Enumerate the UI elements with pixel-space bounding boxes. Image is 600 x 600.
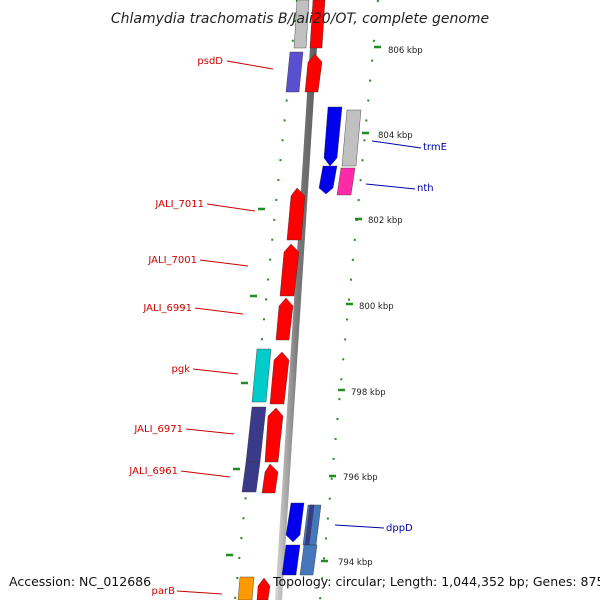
connector-line [226, 60, 274, 70]
gene-feature [336, 167, 356, 196]
topology-text: Topology: circular; Length: 1,044,352 bp… [272, 574, 600, 589]
gene-label: JALI_6971 [133, 424, 183, 435]
gene-label: JALI_7001 [147, 255, 197, 266]
gene-feature [286, 187, 306, 241]
gene-feature [323, 106, 343, 167]
gene-feature [251, 348, 272, 403]
scale-label: 800 kbp [359, 302, 394, 312]
page-title: Chlamydia trachomatis B/Jali20/OT, compl… [111, 11, 489, 27]
scale-ticks [226, 45, 381, 563]
connector-line [199, 259, 249, 267]
gene-feature [285, 51, 304, 93]
gene-features-forward [281, 106, 362, 576]
connector-line [365, 183, 416, 190]
accession-text: Accession: NC_012686 [9, 574, 151, 589]
scale-label: 794 kbp [338, 558, 373, 568]
gene-feature [279, 243, 300, 297]
connector-line [180, 470, 231, 478]
gene-feature [299, 544, 318, 576]
gene-feature [318, 165, 338, 195]
scale-label: 796 kbp [343, 473, 378, 483]
inner-dotted-guide [234, 0, 298, 600]
gene-feature [245, 406, 267, 463]
gene-feature [261, 463, 279, 494]
scale-label: 802 kbp [368, 216, 403, 226]
gene-feature [309, 0, 326, 49]
scale-label: 804 kbp [378, 131, 413, 141]
label-connectors-left [176, 60, 274, 595]
gene-feature [293, 0, 310, 49]
gene-label: psdD [197, 56, 223, 67]
connector-line [206, 203, 256, 212]
gene-feature [264, 407, 284, 463]
gene-feature [281, 544, 301, 576]
scale-label: 798 kbp [351, 388, 386, 398]
gene-feature [237, 576, 255, 600]
connector-line [185, 428, 235, 435]
connector-line [194, 307, 244, 315]
gene-feature [256, 577, 271, 600]
gene-feature [269, 351, 290, 405]
outer-dotted-guide [319, 0, 379, 600]
genome-backbone [275, 0, 320, 600]
gene-label: JALI_6961 [128, 466, 178, 477]
gene-label: trmE [423, 142, 447, 153]
gene-label: nth [417, 183, 434, 194]
connector-line [334, 524, 385, 529]
connector-line [176, 590, 223, 595]
scale-label: 806 kbp [388, 46, 423, 56]
gene-label: pgk [172, 364, 191, 375]
gene-label: parB [152, 586, 176, 597]
gene-feature [304, 53, 323, 93]
gene-feature [285, 502, 305, 543]
label-connectors-right [334, 140, 422, 529]
gene-label: JALI_6991 [142, 303, 192, 314]
gene-feature [341, 109, 362, 167]
connector-line [192, 368, 239, 375]
gene-label: JALI_7011 [154, 199, 204, 210]
gene-feature [275, 297, 294, 341]
connector-line [371, 140, 422, 149]
gene-feature [241, 461, 261, 493]
gene-features [237, 0, 326, 600]
gene-label: dppD [386, 523, 413, 534]
